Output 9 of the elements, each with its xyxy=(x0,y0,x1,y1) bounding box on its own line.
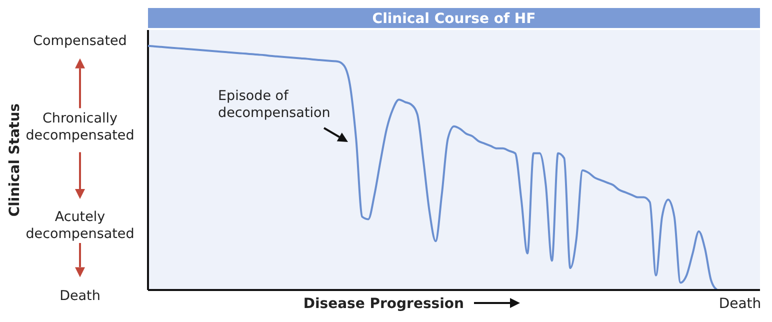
chart-title: Clinical Course of HF xyxy=(372,10,536,27)
text: Clinical Status xyxy=(6,103,23,217)
text: Chronically decompensated xyxy=(26,110,134,144)
text: Death xyxy=(60,288,100,304)
x-axis-title: Disease Progression xyxy=(303,296,464,312)
text: Compensated xyxy=(33,33,127,50)
annotation: Episode of decompensation xyxy=(218,88,330,121)
text: Acutely decompensated xyxy=(26,209,134,242)
text: Death xyxy=(718,296,762,312)
